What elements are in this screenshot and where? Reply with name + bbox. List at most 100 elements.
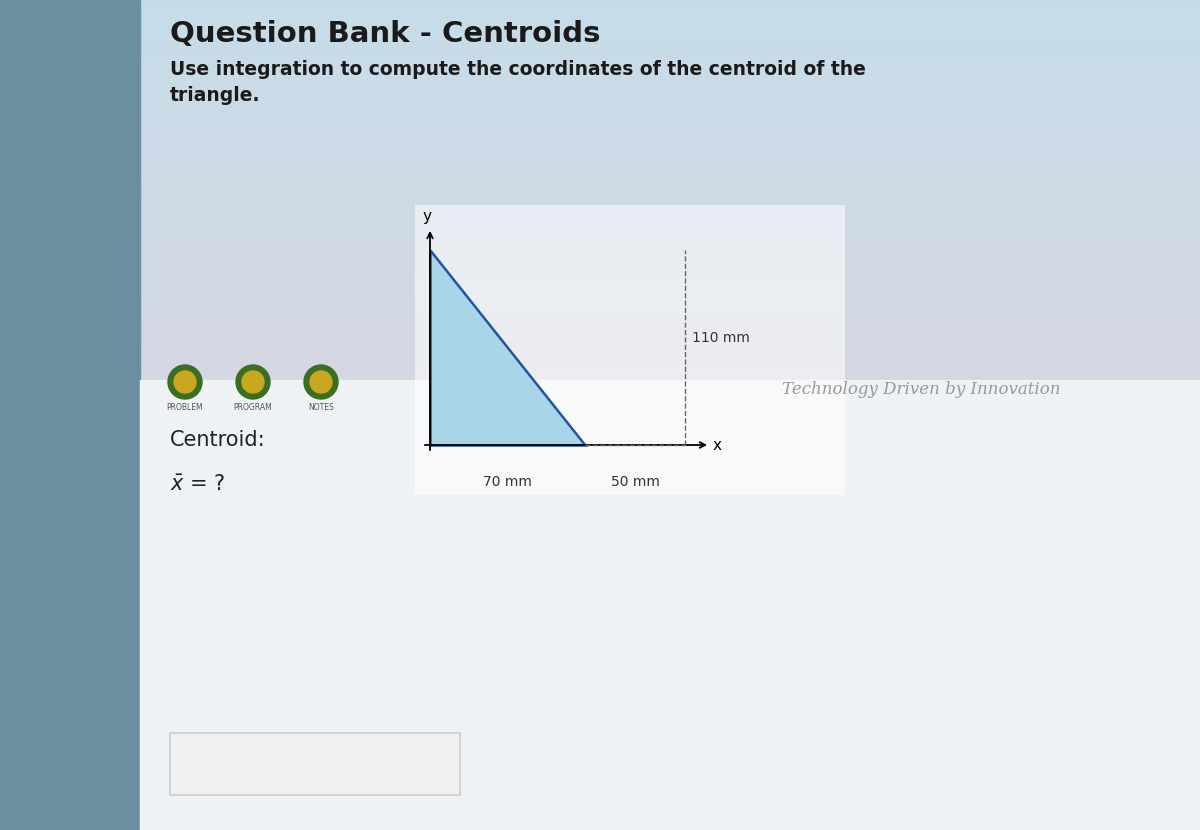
- Bar: [140, 457, 1200, 458]
- Bar: [140, 12, 1200, 13]
- Bar: [140, 754, 1200, 755]
- Bar: [140, 56, 1200, 57]
- Bar: [140, 197, 1200, 198]
- Bar: [140, 63, 1200, 64]
- Bar: [140, 721, 1200, 722]
- Bar: [140, 646, 1200, 647]
- Bar: [140, 124, 1200, 125]
- Bar: [140, 430, 1200, 431]
- Text: y: y: [422, 209, 432, 224]
- Bar: [140, 52, 1200, 53]
- Bar: [140, 311, 1200, 312]
- Bar: [140, 201, 1200, 202]
- Bar: [140, 462, 1200, 463]
- Bar: [140, 755, 1200, 756]
- Bar: [140, 445, 1200, 446]
- Bar: [140, 41, 1200, 42]
- Bar: [140, 97, 1200, 98]
- Bar: [140, 363, 1200, 364]
- Bar: [140, 514, 1200, 515]
- Bar: [140, 130, 1200, 131]
- Bar: [140, 705, 1200, 706]
- Bar: [140, 667, 1200, 668]
- Bar: [140, 557, 1200, 558]
- Bar: [140, 533, 1200, 534]
- Bar: [140, 602, 1200, 603]
- Bar: [140, 108, 1200, 109]
- Bar: [140, 548, 1200, 549]
- Circle shape: [168, 365, 202, 399]
- Bar: [140, 263, 1200, 264]
- Bar: [140, 332, 1200, 333]
- Bar: [140, 111, 1200, 112]
- Bar: [140, 227, 1200, 228]
- Bar: [140, 676, 1200, 677]
- Bar: [140, 211, 1200, 212]
- Bar: [140, 413, 1200, 414]
- Bar: [140, 447, 1200, 448]
- Bar: [140, 771, 1200, 772]
- Bar: [140, 88, 1200, 89]
- Bar: [140, 387, 1200, 388]
- Bar: [140, 51, 1200, 52]
- Bar: [140, 222, 1200, 223]
- Bar: [140, 379, 1200, 380]
- Bar: [140, 683, 1200, 684]
- Bar: [140, 38, 1200, 39]
- Bar: [140, 444, 1200, 445]
- Bar: [140, 549, 1200, 550]
- Bar: [140, 503, 1200, 504]
- Bar: [140, 460, 1200, 461]
- Bar: [140, 581, 1200, 582]
- Bar: [140, 301, 1200, 302]
- Bar: [140, 322, 1200, 323]
- Bar: [140, 738, 1200, 739]
- Bar: [140, 149, 1200, 150]
- Bar: [140, 792, 1200, 793]
- Bar: [140, 16, 1200, 17]
- Bar: [140, 608, 1200, 609]
- Bar: [140, 73, 1200, 74]
- Bar: [140, 238, 1200, 239]
- Bar: [140, 640, 1200, 641]
- Bar: [140, 636, 1200, 637]
- Circle shape: [236, 365, 270, 399]
- Bar: [140, 757, 1200, 758]
- Bar: [140, 139, 1200, 140]
- Bar: [140, 337, 1200, 338]
- Bar: [140, 265, 1200, 266]
- Bar: [140, 657, 1200, 658]
- Text: 110 mm: 110 mm: [692, 330, 750, 344]
- Bar: [140, 428, 1200, 429]
- Bar: [140, 319, 1200, 320]
- Bar: [140, 675, 1200, 676]
- Bar: [140, 159, 1200, 160]
- Bar: [140, 47, 1200, 48]
- Bar: [140, 437, 1200, 438]
- Bar: [140, 776, 1200, 777]
- Bar: [140, 490, 1200, 491]
- Bar: [140, 650, 1200, 651]
- Bar: [140, 242, 1200, 243]
- Bar: [140, 429, 1200, 430]
- Bar: [140, 610, 1200, 611]
- Bar: [140, 292, 1200, 293]
- Bar: [140, 312, 1200, 313]
- Bar: [140, 669, 1200, 670]
- Bar: [140, 184, 1200, 185]
- Bar: [140, 451, 1200, 452]
- Bar: [140, 25, 1200, 26]
- Bar: [140, 677, 1200, 678]
- Bar: [140, 372, 1200, 373]
- Bar: [140, 761, 1200, 762]
- Bar: [140, 598, 1200, 599]
- Bar: [140, 688, 1200, 689]
- Bar: [140, 48, 1200, 49]
- Bar: [140, 60, 1200, 61]
- Bar: [140, 391, 1200, 392]
- Bar: [140, 807, 1200, 808]
- Bar: [140, 255, 1200, 256]
- Bar: [140, 695, 1200, 696]
- Bar: [140, 76, 1200, 77]
- Bar: [140, 725, 1200, 726]
